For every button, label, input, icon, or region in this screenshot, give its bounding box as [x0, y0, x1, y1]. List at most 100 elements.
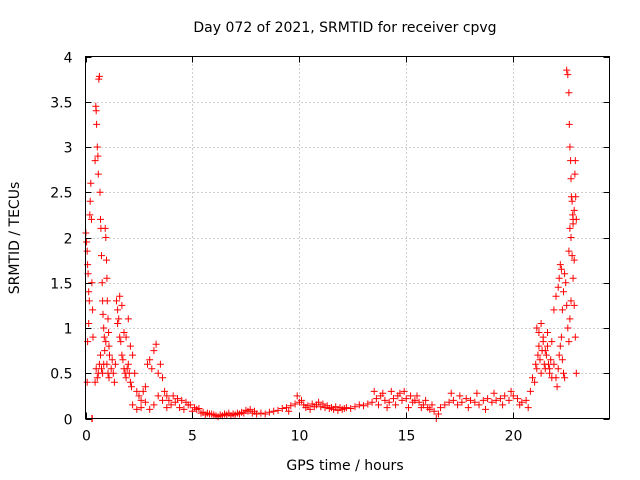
- y-tick-label: 2: [64, 232, 73, 248]
- data-point: [195, 405, 203, 412]
- data-point: [535, 329, 543, 336]
- data-point: [83, 238, 91, 246]
- data-point: [109, 369, 117, 377]
- data-point: [85, 288, 93, 296]
- data-point: [154, 392, 162, 400]
- data-point: [129, 351, 137, 359]
- data-point: [104, 315, 112, 323]
- data-point: [122, 333, 130, 341]
- data-point: [118, 301, 126, 309]
- data-point: [533, 324, 541, 332]
- data-point: [560, 369, 567, 377]
- plot-frame: [85, 56, 610, 419]
- data-point: [522, 396, 530, 404]
- data-point: [128, 383, 135, 391]
- data-point: [560, 288, 567, 296]
- data-point: [482, 405, 489, 413]
- x-tick-label: 15: [398, 429, 416, 445]
- grid: [85, 56, 610, 419]
- data-point: [98, 279, 106, 287]
- data-point: [120, 329, 128, 336]
- data-point: [561, 374, 569, 382]
- data-point: [261, 410, 269, 418]
- data-point: [555, 274, 563, 282]
- data-point: [287, 402, 295, 410]
- data-point: [529, 374, 536, 382]
- data-point: [375, 401, 382, 409]
- data-point: [114, 320, 122, 327]
- data-point: [499, 401, 507, 409]
- data-point: [458, 398, 466, 406]
- data-point: [342, 404, 350, 412]
- data-point: [156, 360, 164, 368]
- data-point: [464, 404, 472, 412]
- data-point: [257, 409, 265, 417]
- data-point: [572, 193, 580, 201]
- y-axis-label: SRMTID / TECUs: [7, 182, 23, 295]
- x-tick-label: 0: [82, 429, 91, 445]
- y-tick-label: 0.5: [50, 367, 72, 383]
- data-point: [135, 392, 143, 400]
- data-point: [133, 405, 141, 413]
- data-point: [475, 401, 483, 409]
- data-point: [426, 405, 434, 413]
- data-point: [88, 215, 95, 223]
- data-point: [169, 392, 177, 400]
- data-point: [347, 405, 355, 412]
- data-point: [107, 365, 115, 373]
- data-point: [133, 387, 141, 395]
- y-tick-label: 4: [64, 51, 73, 67]
- data-point: [565, 89, 573, 97]
- data-point: [99, 310, 107, 318]
- data-point: [490, 389, 498, 397]
- data-point: [100, 324, 108, 332]
- data-point: [572, 369, 580, 377]
- data-point: [526, 387, 534, 395]
- data-point: [208, 410, 216, 418]
- data-point: [537, 369, 545, 377]
- data-point: [533, 365, 541, 373]
- data-point: [167, 401, 175, 409]
- data-point: [176, 404, 184, 412]
- data-point: [137, 396, 145, 404]
- data-point: [174, 395, 181, 403]
- data-point: [154, 369, 162, 377]
- data-point: [484, 395, 492, 403]
- data-point: [180, 405, 188, 413]
- data-point: [251, 407, 258, 415]
- data-point: [368, 398, 376, 406]
- data-point: [546, 365, 554, 373]
- data-point: [567, 175, 575, 183]
- data-point: [150, 401, 158, 409]
- data-point: [565, 338, 573, 346]
- data-point: [103, 274, 111, 282]
- data-point: [103, 256, 110, 264]
- data-point: [161, 387, 169, 395]
- y-tick-label: 0: [64, 413, 73, 429]
- data-point: [413, 392, 421, 400]
- data-point: [456, 392, 464, 400]
- data-point: [509, 392, 517, 400]
- data-point: [283, 404, 290, 412]
- data-point: [564, 71, 572, 79]
- data-point: [405, 404, 412, 412]
- y-tick-label: 2.5: [50, 186, 72, 202]
- data-point: [146, 356, 154, 364]
- data-point: [86, 197, 94, 205]
- data-point: [122, 374, 130, 382]
- data-point: [535, 342, 543, 350]
- data-point: [430, 407, 438, 415]
- data-point: [310, 403, 318, 411]
- data-point: [570, 206, 578, 214]
- y-tick-label: 1: [64, 322, 73, 338]
- data-point: [163, 404, 171, 412]
- data-point: [126, 378, 134, 386]
- data-point: [417, 404, 425, 412]
- data-point: [568, 197, 576, 205]
- data-point: [165, 396, 173, 404]
- data-point: [570, 301, 578, 309]
- data-point: [556, 342, 564, 350]
- data-point: [552, 292, 560, 300]
- data-point: [537, 320, 545, 327]
- data-point: [159, 396, 166, 404]
